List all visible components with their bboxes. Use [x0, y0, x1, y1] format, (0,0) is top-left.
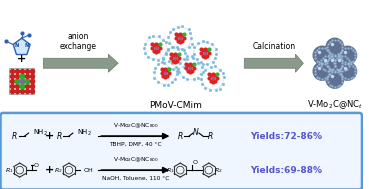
Polygon shape	[244, 54, 303, 72]
Text: R: R	[177, 132, 183, 141]
Circle shape	[326, 54, 344, 72]
Text: NH$_2$: NH$_2$	[77, 128, 92, 138]
Text: +: +	[17, 54, 26, 64]
Text: N: N	[25, 43, 29, 48]
Text: Yields:72-86%: Yields:72-86%	[249, 132, 322, 141]
Circle shape	[326, 38, 344, 56]
Circle shape	[313, 46, 331, 64]
FancyBboxPatch shape	[0, 113, 362, 189]
Text: R$_1$: R$_1$	[166, 166, 175, 175]
Text: R$_1$: R$_1$	[6, 166, 14, 175]
Circle shape	[326, 70, 344, 88]
Text: anion
exchange: anion exchange	[59, 32, 96, 51]
Text: R$_2$: R$_2$	[214, 166, 223, 175]
Text: R: R	[12, 132, 17, 141]
Text: NaOH, Toluene, 110 °C: NaOH, Toluene, 110 °C	[102, 176, 169, 181]
Polygon shape	[13, 38, 30, 54]
Polygon shape	[43, 54, 118, 72]
Text: R$_2$: R$_2$	[54, 166, 62, 175]
Text: R: R	[56, 132, 62, 141]
Text: Calcination: Calcination	[252, 42, 295, 51]
Circle shape	[339, 62, 356, 80]
Text: V-Mo$_2$C@NC$_{800}$: V-Mo$_2$C@NC$_{800}$	[113, 155, 158, 164]
Bar	[9, 68, 34, 94]
Text: R: R	[208, 132, 213, 141]
Text: NH$_2$: NH$_2$	[32, 128, 48, 138]
Text: OH: OH	[84, 168, 93, 173]
Text: Yields:69-88%: Yields:69-88%	[249, 166, 322, 175]
Text: O: O	[193, 160, 198, 165]
Circle shape	[333, 54, 351, 72]
Circle shape	[319, 54, 337, 72]
Circle shape	[339, 46, 356, 64]
Text: O: O	[34, 163, 38, 168]
Text: N: N	[193, 128, 199, 137]
Text: V-Mo$_2$C@NC$_t$: V-Mo$_2$C@NC$_t$	[307, 99, 363, 111]
Text: +: +	[45, 165, 54, 175]
Text: +: +	[45, 131, 54, 141]
Text: TBHP, DMF, 40 °C: TBHP, DMF, 40 °C	[109, 142, 162, 147]
Text: PMoV-CMim: PMoV-CMim	[149, 101, 202, 110]
Circle shape	[313, 62, 331, 80]
Text: N: N	[14, 43, 18, 48]
Text: V-Mo$_2$C@NC$_{800}$: V-Mo$_2$C@NC$_{800}$	[113, 121, 158, 130]
